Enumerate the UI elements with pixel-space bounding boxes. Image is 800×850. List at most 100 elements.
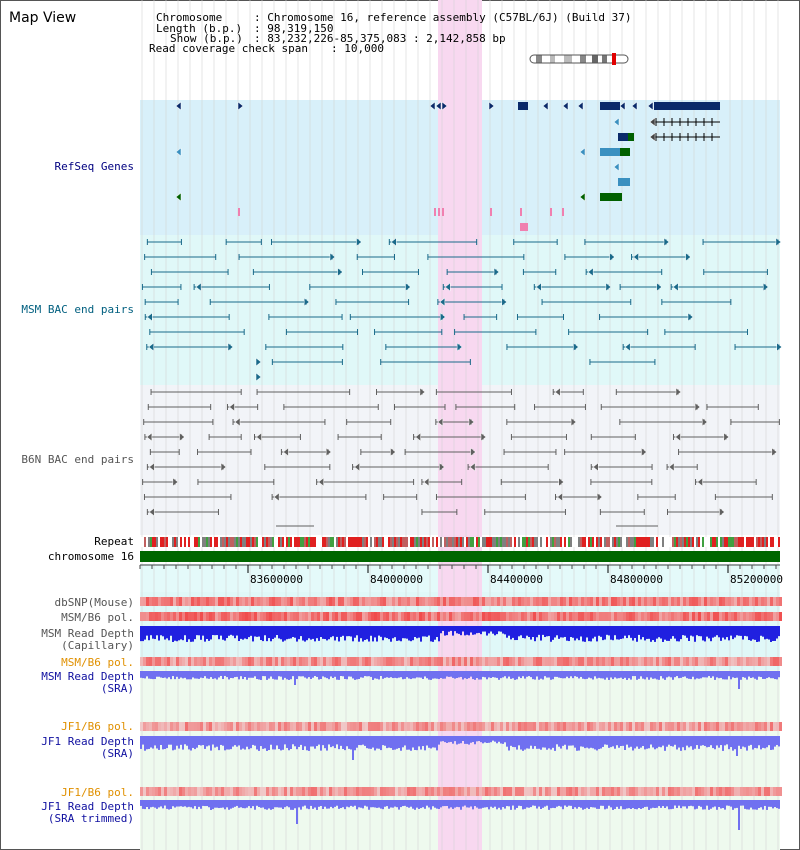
repeat-bar [154, 537, 156, 547]
repeat-bar [398, 537, 400, 547]
jf1-depth-2-bar [306, 800, 308, 809]
dbsnp-cell [572, 597, 575, 606]
jf1-pol-1-cell [572, 722, 575, 731]
repeat-bar [770, 537, 772, 547]
msm-bac-arrow [148, 342, 155, 352]
msm-depth-cap-bar [448, 626, 450, 632]
jf1-depth-2-bar [400, 800, 402, 808]
jf1-pol-2-cell [371, 787, 374, 796]
repeat-bar [564, 537, 566, 547]
msm-depth-cap-bar [216, 626, 218, 636]
jf1-depth-1-bar [642, 736, 644, 747]
msm-depth-cap-bar [346, 626, 348, 637]
msm-pol-sra-cell [278, 657, 281, 666]
msm-pol-sra-cell [362, 657, 365, 666]
repeat-bar [774, 537, 776, 547]
jf1-depth-2-bar [578, 800, 580, 807]
jf1-pol-1-cell [629, 722, 632, 731]
repeat-bar [268, 537, 270, 547]
jf1-pol-2-cell [773, 787, 776, 796]
jf1-depth-1-bar [598, 736, 600, 750]
repeat-bar [684, 537, 686, 547]
msm-depth-sra-bar [752, 671, 754, 678]
jf1-pol-1-cell [158, 722, 161, 731]
jf1-depth-1-bar [304, 736, 306, 747]
msm-depth-cap-bar [350, 626, 352, 637]
dbsnp-cell [182, 597, 185, 606]
msm-depth-cap-bar [660, 626, 662, 639]
jf1-depth-1-bar [448, 736, 450, 743]
jf1-pol-1-cell [185, 722, 188, 731]
msm-pol-cell [572, 612, 575, 621]
msm-pol-cell [173, 612, 176, 621]
jf1-depth-2-bar [778, 800, 780, 809]
jf1-depth-2-bar [526, 800, 528, 808]
msm-depth-sra-bar [494, 671, 496, 678]
msm-depth-cap-bar [562, 626, 564, 638]
b6n-bac-arrow [234, 417, 241, 427]
msm-pol-sra-cell [488, 657, 491, 666]
msm-depth-sra-bar [528, 671, 530, 677]
msm-pol-cell [176, 612, 179, 621]
msm-depth-sra-bar [422, 671, 424, 679]
gene-arrow [647, 101, 654, 111]
msm-depth-cap-bar [472, 626, 474, 635]
msm-depth-cap-bar [632, 626, 634, 641]
msm-depth-cap-bar [406, 626, 408, 639]
msm-depth-sra-bar [266, 671, 268, 680]
jf1-pol-1-cell [353, 722, 356, 731]
jf1-depth-2-bar [418, 800, 420, 809]
jf1-pol-2-cell [701, 787, 704, 796]
jf1-pol-2-cell [767, 787, 770, 796]
jf1-depth-2-bar [160, 800, 162, 807]
msm-pol-cell [506, 612, 509, 621]
jf1-depth-1-bar [650, 736, 652, 745]
jf1-depth-2-bar [590, 800, 592, 808]
jf1-depth-1-bar [512, 736, 514, 747]
msm-depth-sra-bar [736, 671, 738, 678]
jf1-pol-1-cell [449, 722, 452, 731]
jf1-depth-1-bar [256, 736, 258, 750]
msm-pol-cell [431, 612, 434, 621]
msm-pol-cell [767, 612, 770, 621]
jf1-pol-2-cell [173, 787, 176, 796]
jf1-pol-1-cell [311, 722, 314, 731]
msm-depth-sra-bar [258, 671, 260, 680]
msm-bac-arrow [609, 252, 616, 262]
jf1-depth-1-bar [378, 736, 380, 749]
chromosome-ideogram[interactable] [528, 52, 630, 66]
jf1-depth-1-bar [692, 736, 694, 750]
repeat-bar [330, 537, 332, 547]
span-label: Read coverage check span [149, 42, 308, 55]
jf1-depth-1-bar [552, 736, 554, 748]
msm-depth-sra-bar [318, 671, 320, 680]
jf1-depth-2-bar [180, 800, 182, 807]
axis-tick-label: 85200000 [730, 573, 783, 586]
repeat-bar [664, 537, 666, 547]
jf1-depth-2-bar [360, 800, 362, 808]
msm-depth-cap-bar [164, 626, 166, 640]
msm-pol-cell [716, 612, 719, 621]
repeat-bar [724, 537, 726, 547]
msm-pol-sra-cell [287, 657, 290, 666]
msm-pol-cell [266, 612, 269, 621]
jf1-depth-1-bar [248, 736, 250, 750]
jf1-depth-1-bar [488, 736, 490, 743]
jf1-depth-1-bar [220, 736, 222, 745]
dbsnp-cell [536, 597, 539, 606]
msm-pol-cell [491, 612, 494, 621]
dbsnp-cell [245, 597, 248, 606]
jf1-pol-1-cell [626, 722, 629, 731]
b6n-bac-arrow [570, 417, 577, 427]
repeat-bar [234, 537, 236, 547]
jf1-pol-1-cell [680, 722, 683, 731]
repeat-bar [428, 537, 430, 547]
jf1-pol-2-cell [389, 787, 392, 796]
jf1-depth-1-bar [640, 736, 642, 748]
msm-depth-sra-label: MSM Read Depth [41, 670, 134, 683]
msm-depth-sra-bar [540, 671, 542, 679]
msm-depth-sra-bar [228, 671, 230, 680]
repeat-bar [246, 537, 248, 547]
msm-pol-cell [509, 612, 512, 621]
